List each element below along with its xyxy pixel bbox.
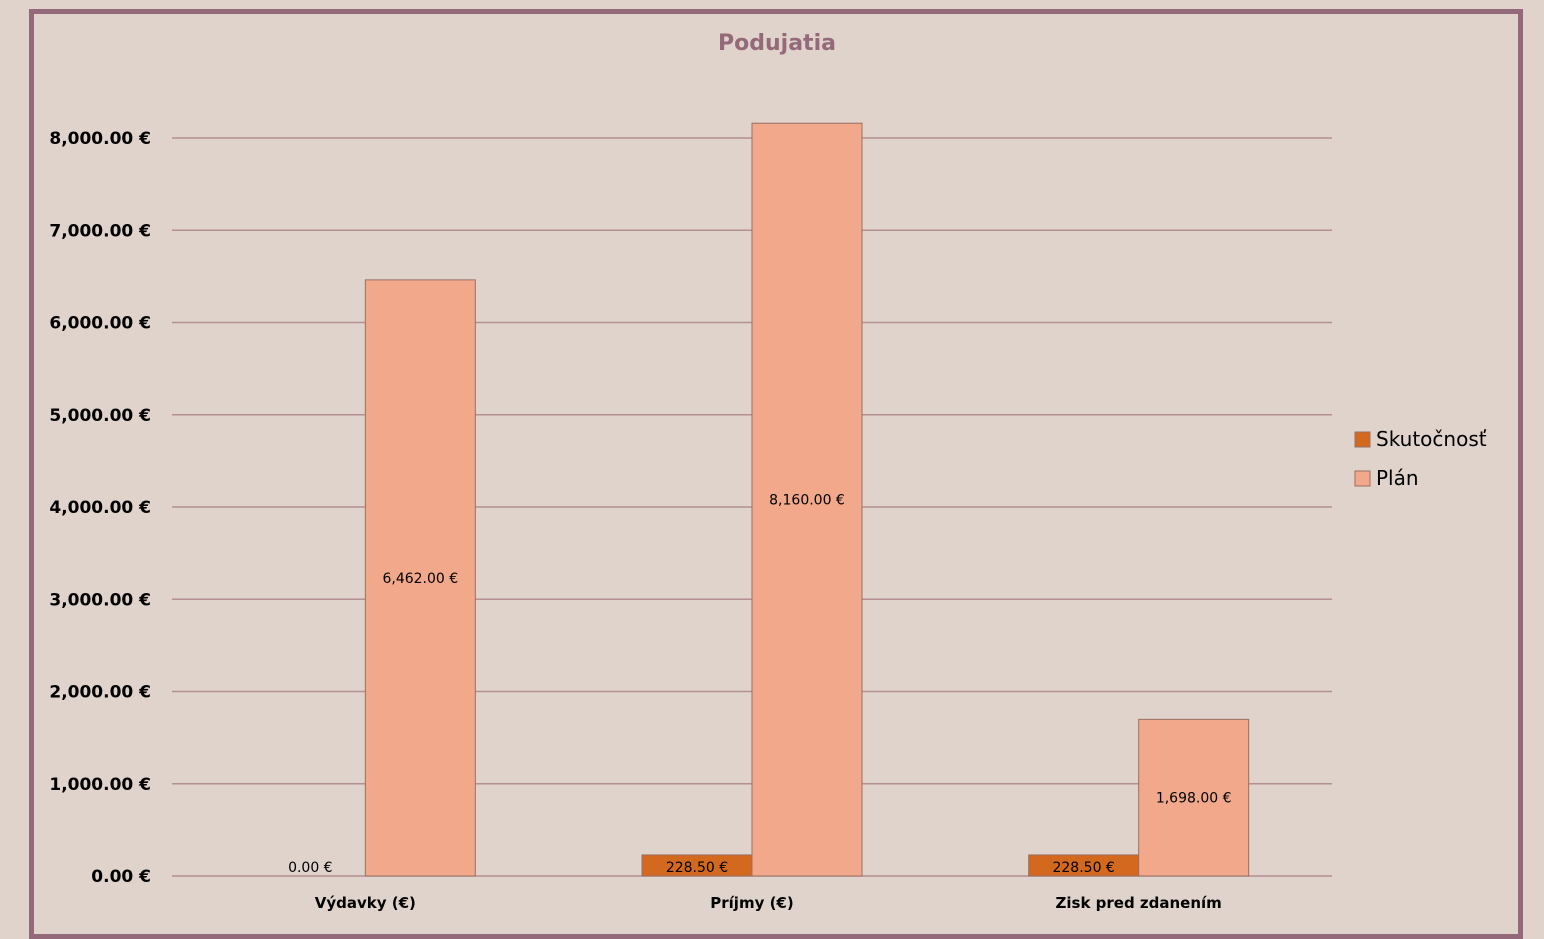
data-label: 8,160.00 € (769, 493, 845, 509)
data-label: 1,698.00 € (1156, 791, 1232, 807)
legend-label: Skutočnosť (1376, 427, 1487, 451)
y-tick-label: 8,000.00 € (49, 129, 151, 149)
y-tick-label: 2,000.00 € (49, 683, 151, 703)
data-label: 228.50 € (1052, 860, 1114, 876)
y-tick-label: 1,000.00 € (49, 775, 151, 795)
legend-swatch (1354, 431, 1371, 448)
y-tick-label: 0.00 € (91, 867, 151, 887)
data-label: 0.00 € (288, 860, 333, 876)
y-tick-label: 5,000.00 € (49, 406, 151, 426)
y-tick-label: 3,000.00 € (49, 590, 151, 610)
x-tick-label: Výdavky (€) (315, 894, 416, 912)
chart-title: Podujatia (718, 31, 836, 56)
y-tick-label: 4,000.00 € (49, 498, 151, 518)
bar (1138, 718, 1250, 877)
bar (364, 279, 476, 877)
y-tick-label: 7,000.00 € (49, 221, 151, 241)
legend-label: Plán (1376, 466, 1419, 490)
y-tick-label: 6,000.00 € (49, 314, 151, 334)
bar-layer (364, 122, 1250, 877)
legend: Skutočnosť Plán (1354, 427, 1487, 490)
data-label: 6,462.00 € (382, 571, 458, 587)
legend-swatch (1354, 470, 1371, 487)
data-label: 228.50 € (666, 860, 728, 876)
x-tick-label: Príjmy (€) (710, 894, 793, 912)
bar (751, 122, 863, 877)
label-layer: 0.00 € 1,000.00 € 2,000.00 € 3,000.00 € 4,00… (49, 129, 1231, 912)
x-tick-label: Zisk pred zdanením (1056, 894, 1222, 912)
